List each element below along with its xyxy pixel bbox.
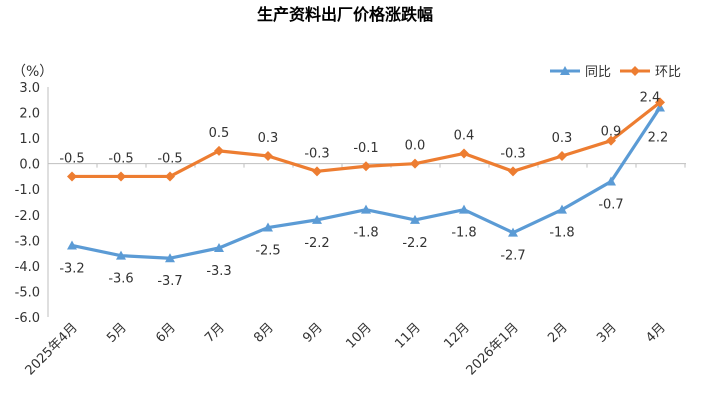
x-tick-label: 6月 — [153, 320, 179, 346]
y-tick-label: 1.0 — [19, 132, 40, 147]
y-tick-label: 0.0 — [19, 158, 40, 173]
data-point — [508, 227, 518, 237]
legend-item-mom: 环比 — [620, 65, 681, 80]
data-label: 0.9 — [601, 125, 622, 140]
data-point — [361, 161, 371, 172]
y-tick-label: -3.0 — [15, 234, 40, 249]
data-point — [410, 214, 420, 224]
data-label: -0.1 — [353, 141, 378, 156]
data-point — [459, 204, 469, 214]
data-point — [606, 135, 616, 146]
data-point — [67, 171, 77, 182]
x-tick-label: 8月 — [251, 320, 277, 346]
data-label: -0.5 — [157, 151, 182, 166]
data-label: 0.0 — [405, 139, 426, 154]
data-label: 0.4 — [454, 128, 475, 143]
x-tick-label: 11月 — [392, 320, 423, 351]
y-tick-label: 3.0 — [19, 81, 40, 96]
data-point — [655, 97, 665, 108]
data-point — [557, 204, 567, 214]
data-label: 0.3 — [552, 131, 573, 146]
x-tick-label: 5月 — [104, 320, 130, 346]
y-tick-label: -5.0 — [15, 285, 40, 300]
data-label: -3.6 — [108, 272, 133, 287]
data-point — [116, 250, 126, 260]
data-label: 2.4 — [640, 90, 661, 105]
data-point — [361, 204, 371, 214]
data-label: -2.2 — [304, 236, 329, 251]
data-point — [214, 243, 224, 252]
x-tick-label: 3月 — [594, 320, 620, 346]
data-label: -3.3 — [206, 264, 231, 279]
legend-marker — [630, 66, 640, 76]
data-label: -3.2 — [59, 261, 84, 276]
y-tick-label: -1.0 — [15, 183, 40, 198]
x-tick-label: 2026年1月 — [464, 320, 522, 378]
data-point — [410, 158, 420, 169]
y-tick-label: -2.0 — [15, 209, 40, 224]
data-point — [459, 148, 469, 159]
data-label: -3.7 — [157, 274, 182, 289]
data-label: -1.8 — [451, 226, 476, 241]
y-axis-unit: （%） — [12, 64, 53, 80]
data-label: 0.5 — [209, 126, 230, 141]
data-point — [312, 214, 322, 224]
data-label: -1.8 — [549, 226, 574, 241]
data-point — [263, 222, 273, 232]
data-label: -2.2 — [402, 236, 427, 251]
x-tick-label: 12月 — [441, 320, 472, 351]
x-tick-label: 4月 — [643, 320, 669, 346]
series-yoy: -3.2 -3.6 -3.7 -3.3 -2.5 -2.2 -1.8 -2.2 -1.8 -2.7… — [59, 102, 668, 289]
x-tick-label: 10月 — [343, 320, 374, 351]
data-point — [214, 145, 224, 156]
data-label: -0.3 — [500, 146, 525, 161]
data-label: 2.2 — [648, 130, 669, 145]
x-tick-label: 2025年4月 — [23, 320, 81, 378]
y-tick-label: -6.0 — [15, 311, 40, 326]
data-point — [116, 171, 126, 182]
y-tick-label: 2.0 — [19, 107, 40, 122]
x-tick-label: 7月 — [202, 320, 228, 346]
data-label: -0.7 — [598, 198, 623, 213]
data-label: -0.5 — [108, 151, 133, 166]
data-point — [557, 151, 567, 161]
data-point — [165, 171, 175, 182]
data-point — [67, 240, 77, 250]
data-label: -2.5 — [255, 244, 280, 259]
data-point — [263, 151, 273, 161]
data-label: -2.7 — [500, 249, 525, 264]
data-label: 0.3 — [258, 131, 279, 146]
x-tick-label: 9月 — [300, 320, 326, 346]
x-tick-label: 2月 — [545, 320, 571, 346]
axes: 3.0 2.0 1.0 0.0 -1.0 -2.0 -3.0 -4.0 -5.0 -6.02025… — [15, 81, 686, 378]
legend-label: 同比 — [585, 65, 611, 80]
data-point — [312, 166, 322, 177]
chart-title: 生产资料出厂价格涨跌幅 — [257, 5, 433, 24]
data-label: -0.5 — [59, 151, 84, 166]
data-label: -0.3 — [304, 146, 329, 161]
legend: 同比 环比 — [550, 65, 681, 80]
series-layer: -3.2 -3.6 -3.7 -3.3 -2.5 -2.2 -1.8 -2.2 -1.8 -2.7… — [59, 90, 668, 289]
series-mom: -0.5 -0.5 -0.5 0.5 0.3 -0.3 -0.1 0.0 0.4 -0.3 0.3 0… — [59, 90, 665, 182]
data-point — [165, 253, 175, 263]
data-label: -1.8 — [353, 226, 378, 241]
legend-marker — [560, 66, 570, 75]
data-point — [606, 176, 616, 186]
y-tick-label: -4.0 — [15, 260, 40, 275]
legend-label: 环比 — [655, 65, 681, 80]
data-point — [508, 166, 518, 177]
legend-item-yoy: 同比 — [550, 65, 611, 80]
